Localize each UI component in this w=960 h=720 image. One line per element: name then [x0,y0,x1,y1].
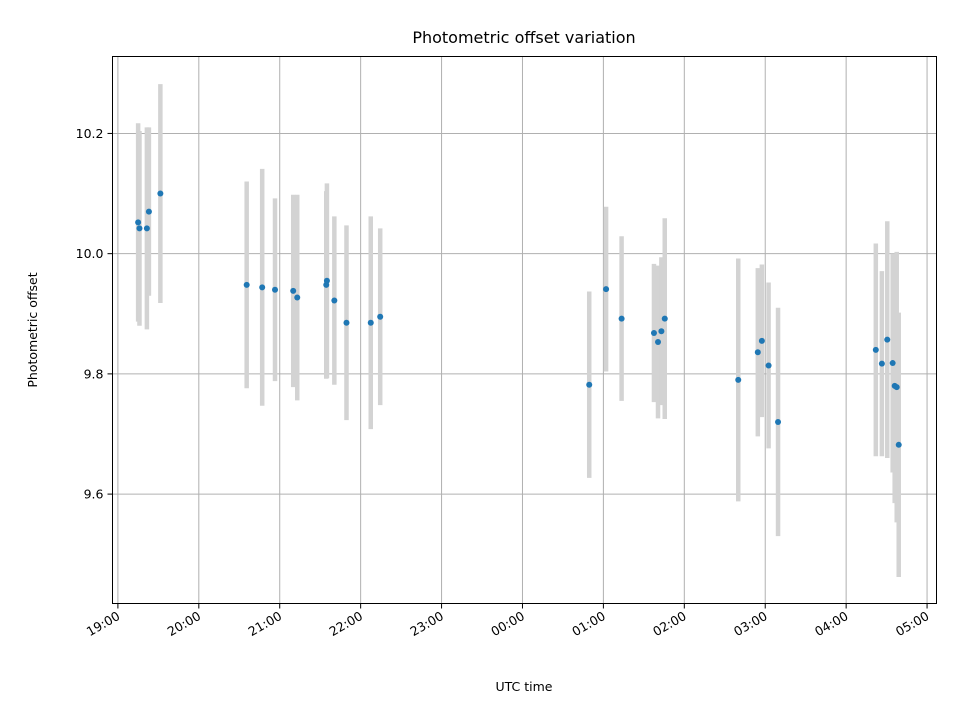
y-tick-label: 9.8 [84,366,104,381]
data-point [143,225,150,232]
data-point [343,319,350,326]
data-point [765,362,772,369]
data-point [586,381,593,388]
data-point [294,294,301,301]
y-axis-ticks: 9.6 9.8 10.0 10.2 [76,126,113,502]
data-point [243,281,250,288]
data-point [323,277,330,284]
data-points [135,190,902,448]
data-point [754,349,761,356]
data-point [878,360,885,367]
data-point [367,319,374,326]
grid-lines [112,56,937,604]
data-point [259,284,266,291]
data-point [136,225,143,232]
y-tick-label: 9.6 [84,487,104,502]
data-point [884,336,891,343]
y-tick-label: 10.2 [76,126,104,141]
y-axis-label: Photometric offset [25,272,40,387]
data-point [893,384,900,391]
data-point [331,297,338,304]
data-point [145,208,152,215]
data-point [272,286,279,293]
data-point [889,360,896,367]
data-point [758,337,765,344]
data-point [661,315,668,322]
data-point [377,313,384,320]
data-point [618,315,625,322]
data-point [658,328,665,335]
x-axis-label: UTC time [496,679,553,694]
data-point [655,339,662,346]
data-point [650,330,657,337]
data-point [157,190,164,197]
data-point [135,219,142,226]
chart-title: Photometric offset variation [412,28,635,47]
data-point [895,441,902,448]
data-point [735,376,742,383]
data-point [775,418,782,425]
data-point [872,346,879,353]
data-point [603,286,610,293]
data-point [290,287,297,294]
y-tick-label: 10.0 [76,246,104,261]
plot-frame [112,56,937,604]
